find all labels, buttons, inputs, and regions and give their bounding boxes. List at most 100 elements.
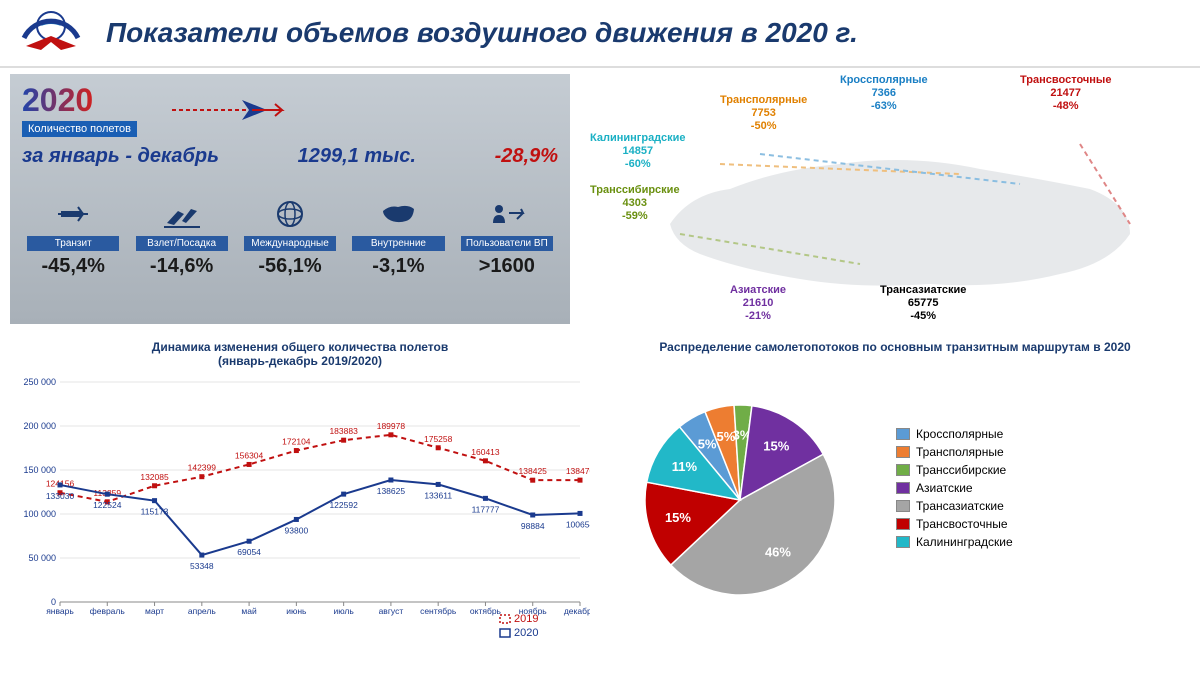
line-chart: Динамика изменения общего количества пол… [10,340,590,657]
legend-label: Кроссполярные [916,427,1003,441]
svg-text:2020: 2020 [514,627,538,639]
svg-text:сентябрь: сентябрь [420,606,457,616]
legend-swatch [896,446,910,458]
category-label: Взлет/Посадка [136,236,228,251]
svg-text:138470: 138470 [566,466,590,476]
route-label: Транссибирские4303-59% [590,184,680,224]
svg-text:122524: 122524 [93,500,122,510]
route-label: Азиатские21610-21% [730,284,786,324]
svg-text:150 000: 150 000 [23,465,56,475]
total-flights: 1299,1 тыс. [298,145,416,168]
takeoff-icon [130,196,232,232]
legend-item: Трансвосточные [896,517,1013,531]
legend-swatch [896,518,910,530]
svg-text:октябрь: октябрь [470,606,502,616]
svg-text:5%: 5% [698,436,717,451]
svg-text:100 000: 100 000 [23,509,56,519]
category-label: Транзит [27,236,119,251]
pie-chart-section: Распределение самолетопотоков по основны… [600,340,1190,657]
legend-item: Трансполярные [896,445,1013,459]
svg-text:117777: 117777 [472,504,500,514]
year: 2020 [22,82,93,119]
svg-text:175258: 175258 [424,434,453,444]
svg-text:189978: 189978 [377,421,406,431]
svg-text:53348: 53348 [190,561,214,571]
route-label: Калининградские14857-60% [590,132,686,172]
svg-text:156304: 156304 [235,450,264,460]
svg-text:122592: 122592 [329,500,358,510]
plane-icon [22,196,124,232]
svg-text:115173: 115173 [141,507,169,517]
category-label: Внутренние [352,236,444,251]
users-icon [456,196,558,232]
legend-swatch [896,464,910,476]
svg-text:142399: 142399 [188,463,217,473]
legend-label: Калининградские [916,535,1013,549]
category-value: -56,1% [239,255,341,278]
legend-swatch [896,482,910,494]
legend-label: Азиатские [916,481,973,495]
category-item: Транзит -45,4% [22,196,124,278]
svg-text:15%: 15% [763,439,789,454]
line-chart-svg: 050 000100 000150 000200 000250 000январ… [10,372,590,652]
category-value: >1600 [456,255,558,278]
svg-text:апрель: апрель [188,606,216,616]
pie-legend: Кроссполярные Трансполярные Транссибирские… [896,427,1013,553]
svg-text:133030: 133030 [46,491,75,501]
svg-text:декабрь: декабрь [564,606,590,616]
route-label: Трансазиатские65775-45% [880,284,966,324]
svg-text:11%: 11% [672,459,698,474]
flights-label: Количество полетов [22,121,137,137]
svg-text:138425: 138425 [519,466,548,476]
route-label: Трансвосточные21477-48% [1020,74,1111,114]
header: Показатели объемов воздушного движения в… [0,0,1200,68]
legend-label: Транссибирские [916,463,1006,477]
category-value: -45,4% [22,255,124,278]
legend-label: Трансазиатские [916,499,1004,513]
svg-text:69054: 69054 [237,547,261,557]
legend-item: Кроссполярные [896,427,1013,441]
svg-text:98884: 98884 [521,521,545,531]
svg-text:172104: 172104 [282,437,311,447]
svg-text:133611: 133611 [424,490,452,500]
category-label: Международные [244,236,336,251]
legend-swatch [896,500,910,512]
legend-label: Трансполярные [916,445,1004,459]
legend-item: Калининградские [896,535,1013,549]
category-label: Пользователи ВП [461,236,553,251]
logo [16,8,86,58]
route-label: Трансполярные7753-50% [720,94,807,134]
globe-icon [239,196,341,232]
svg-text:январь: январь [46,606,74,616]
svg-text:250 000: 250 000 [23,377,56,387]
svg-text:100654: 100654 [566,519,590,529]
routes-map: Кроссполярные7366-63% Трансвосточные21477… [580,74,1180,334]
pie-chart-svg: 5%5%3%15%46%15%11% [600,360,880,620]
svg-text:август: август [379,606,404,616]
svg-text:183883: 183883 [329,426,358,436]
svg-text:132085: 132085 [140,472,169,482]
svg-text:2019: 2019 [514,613,538,625]
summary-panel: 2020 Количество полетов за январь - дека… [10,74,570,324]
plane-arrow-icon [167,90,287,130]
svg-text:май: май [241,606,257,616]
category-value: -3,1% [347,255,449,278]
map-icon [347,196,449,232]
page-title: Показатели объемов воздушного движения в… [106,17,858,49]
svg-text:93800: 93800 [285,525,309,535]
pie-chart-title: Распределение самолетопотоков по основны… [600,340,1190,354]
category-item: Пользователи ВП >1600 [456,196,558,278]
svg-text:46%: 46% [765,544,791,559]
category-row: Транзит -45,4% Взлет/Посадка -14,6% Межд… [22,196,558,278]
svg-text:февраль: февраль [90,606,126,616]
legend-swatch [896,428,910,440]
line-chart-title: Динамика изменения общего количества пол… [10,340,590,368]
svg-text:июнь: июнь [286,606,307,616]
total-change: -28,9% [495,145,558,168]
svg-text:50 000: 50 000 [28,553,56,563]
legend-item: Транссибирские [896,463,1013,477]
svg-text:июль: июль [333,606,354,616]
legend-item: Азиатские [896,481,1013,495]
category-item: Взлет/Посадка -14,6% [130,196,232,278]
route-label: Кроссполярные7366-63% [840,74,928,114]
